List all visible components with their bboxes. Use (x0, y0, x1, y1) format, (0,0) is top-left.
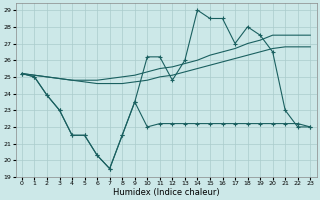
X-axis label: Humidex (Indice chaleur): Humidex (Indice chaleur) (113, 188, 220, 197)
